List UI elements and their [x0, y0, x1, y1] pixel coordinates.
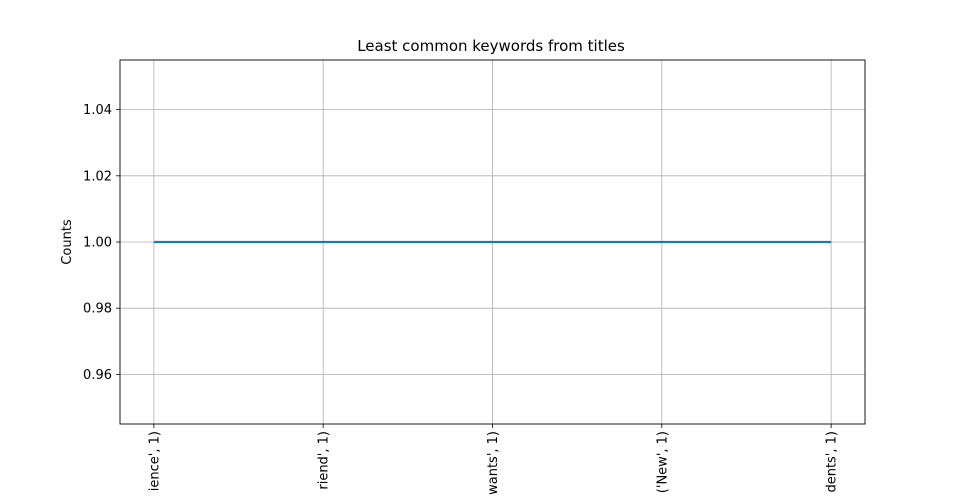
- plot-frame: [119, 59, 866, 425]
- y-tick-label: 0.98: [83, 302, 112, 317]
- x-tick-label: ('New', 1): [655, 431, 670, 493]
- x-tick-label: ience', 1): [147, 431, 162, 491]
- x-tick-label: wants', 1): [486, 431, 501, 495]
- x-tick-label: riend', 1): [317, 431, 332, 490]
- chart-title: Least common keywords from titles: [357, 37, 625, 55]
- y-tick-label: 0.96: [83, 368, 112, 383]
- y-tick-label: 1.00: [83, 236, 112, 251]
- y-tick-label: 1.02: [83, 169, 112, 184]
- x-tick-label: dents', 1): [825, 431, 840, 493]
- y-tick-label: 1.04: [83, 103, 112, 118]
- y-axis-label: Counts: [60, 219, 75, 265]
